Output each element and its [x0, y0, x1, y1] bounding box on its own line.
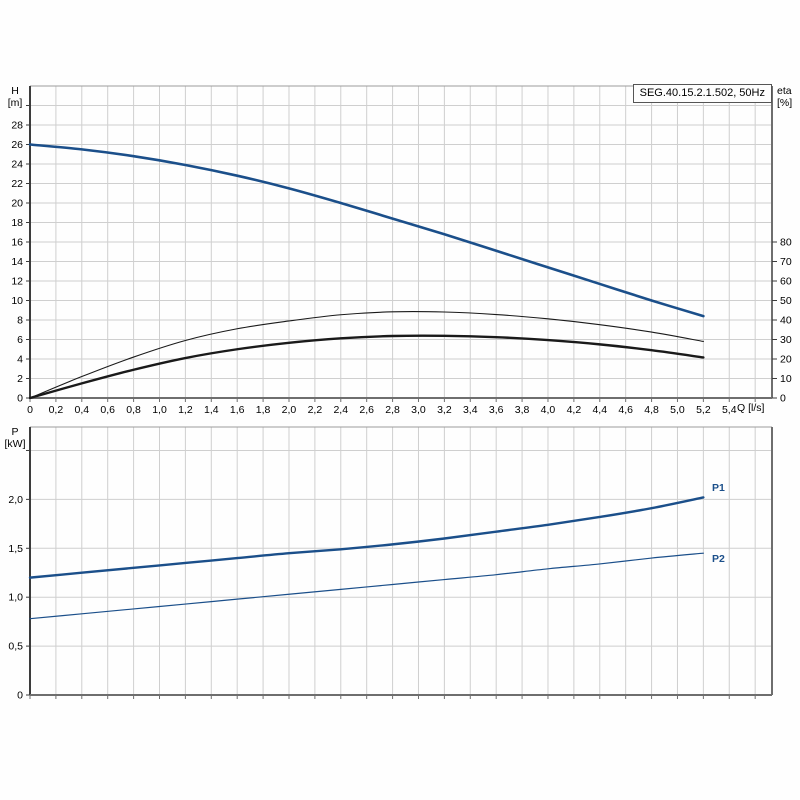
x-tick-label: 1,2 — [178, 404, 193, 416]
right-tick-label: 40 — [780, 315, 792, 327]
power-axis-title: P [kW] — [0, 426, 30, 450]
eta-pump-curve — [29, 311, 704, 399]
power-plot-area — [30, 427, 772, 695]
x-tick-label: 4,4 — [592, 404, 607, 416]
left-tick-label: 1,5 — [8, 543, 23, 555]
x-tick-label: 0,8 — [126, 404, 141, 416]
x-tick-label: 0 — [27, 404, 33, 416]
left-tick-label: 20 — [11, 198, 23, 210]
head-axis-title-unit: [m] — [7, 97, 23, 109]
x-tick-label: 5,0 — [670, 404, 685, 416]
right-tick-label: 30 — [780, 334, 792, 346]
x-tick-label: 2,6 — [359, 404, 374, 416]
right-tick-label: 20 — [780, 354, 792, 366]
left-tick-label: 2 — [17, 373, 23, 385]
left-tick-label: 8 — [17, 315, 23, 327]
left-tick-label: 28 — [11, 120, 23, 132]
left-tick-label: 10 — [11, 295, 23, 307]
flow-axis-title: Q [l/s] — [737, 402, 765, 414]
pump-model-title: SEG.40.15.2.1.502, 50Hz — [632, 84, 772, 103]
power-axis-title-unit: [kW] — [4, 438, 26, 450]
head-curve — [28, 143, 705, 318]
head-axis-title: H [m] — [0, 85, 30, 109]
left-tick-label: 2,0 — [8, 494, 23, 506]
power-axis-title-symbol: P — [11, 426, 19, 438]
x-tick-label: 1,0 — [152, 404, 167, 416]
p2-curve-label: P2 — [712, 553, 725, 565]
eta-axis-title-symbol: eta — [777, 85, 792, 97]
left-tick-label: 16 — [11, 237, 23, 249]
x-tick-label: 3,6 — [489, 404, 504, 416]
eta-axis-title-unit: [%] — [777, 97, 793, 109]
left-tick-label: 24 — [11, 159, 23, 171]
left-tick-label: 0 — [17, 690, 23, 702]
x-tick-label: 2,2 — [308, 404, 323, 416]
eta-total-curve — [28, 334, 705, 400]
x-tick-label: 4,2 — [567, 404, 582, 416]
x-tick-label: 0,4 — [74, 404, 89, 416]
x-tick-label: 1,4 — [204, 404, 219, 416]
left-tick-label: 26 — [11, 139, 23, 151]
x-tick-label: 4,6 — [618, 404, 633, 416]
right-tick-label: 0 — [780, 393, 786, 405]
x-tick-label: 5,2 — [696, 404, 711, 416]
left-tick-label: 0,5 — [8, 641, 23, 653]
x-tick-label: 2,0 — [282, 404, 297, 416]
x-tick-label: 2,4 — [333, 404, 348, 416]
head-axis-title-symbol: H — [11, 85, 19, 97]
x-tick-label: 3,2 — [437, 404, 452, 416]
x-tick-label: 3,4 — [463, 404, 478, 416]
x-tick-label: 0,2 — [49, 404, 64, 416]
right-tick-label: 50 — [780, 295, 792, 307]
left-tick-label: 6 — [17, 334, 23, 346]
x-tick-label: 0,6 — [100, 404, 115, 416]
p1-curve-label: P1 — [712, 482, 725, 494]
x-tick-label: 5,4 — [722, 404, 737, 416]
left-tick-label: 0 — [17, 393, 23, 405]
x-tick-label: 3,8 — [515, 404, 530, 416]
left-tick-label: 22 — [11, 178, 23, 190]
x-tick-label: 1,6 — [230, 404, 245, 416]
left-tick-label: 4 — [17, 354, 23, 366]
eta-axis-title: eta [%] — [777, 85, 792, 109]
right-tick-label: 80 — [780, 237, 792, 249]
x-tick-label: 1,8 — [256, 404, 271, 416]
x-tick-label: 2,8 — [385, 404, 400, 416]
x-tick-label: 4,0 — [541, 404, 556, 416]
x-tick-label: 4,8 — [644, 404, 659, 416]
p2-curve — [29, 552, 704, 620]
p1-curve — [28, 496, 705, 579]
right-tick-label: 10 — [780, 373, 792, 385]
left-tick-label: 18 — [11, 217, 23, 229]
right-tick-label: 70 — [780, 256, 792, 268]
left-tick-label: 12 — [11, 276, 23, 288]
left-tick-label: 14 — [11, 256, 23, 268]
left-tick-label: 1,0 — [8, 592, 23, 604]
x-tick-label: 3,0 — [411, 404, 426, 416]
right-tick-label: 60 — [780, 276, 792, 288]
